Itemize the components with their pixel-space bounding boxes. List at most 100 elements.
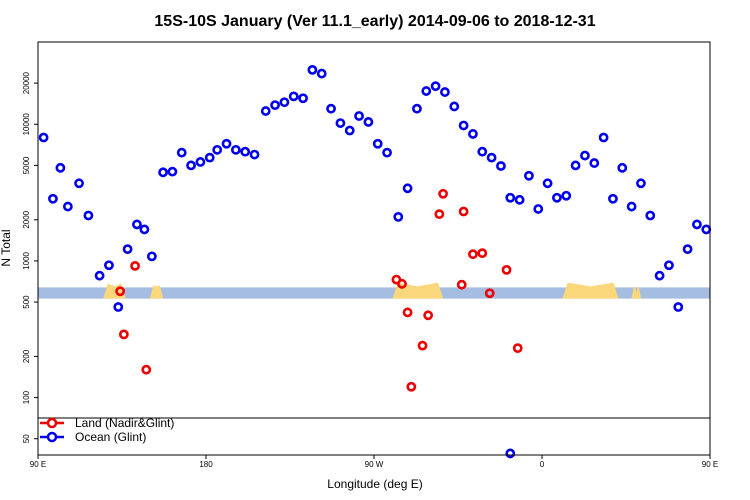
point-ocean-1-48 bbox=[486, 152, 497, 163]
point-ocean-1-36 bbox=[372, 138, 383, 149]
point-ocean-1-68 bbox=[673, 302, 684, 312]
x-tick-label-90: 90 E bbox=[30, 460, 46, 469]
point-land-0-8 bbox=[417, 340, 428, 351]
land-span-3 bbox=[562, 282, 619, 299]
point-ocean-1-51 bbox=[514, 194, 525, 205]
point-ocean-1-28 bbox=[298, 93, 308, 104]
point-ocean-1-33 bbox=[344, 125, 355, 136]
point-ocean-1-31 bbox=[326, 103, 336, 114]
point-ocean-1-10 bbox=[132, 219, 142, 230]
point-land-0-14 bbox=[468, 249, 478, 260]
point-land-0-15 bbox=[477, 248, 488, 259]
point-ocean-1-29 bbox=[307, 64, 318, 75]
y-tick-label-200: 200 bbox=[22, 349, 31, 363]
point-ocean-1-20 bbox=[221, 138, 232, 149]
point-ocean-1-24 bbox=[260, 106, 271, 116]
point-land-0-6 bbox=[402, 307, 413, 318]
point-ocean-1-45 bbox=[458, 120, 469, 131]
land-span-1 bbox=[149, 285, 164, 299]
point-ocean-1-26 bbox=[279, 97, 290, 108]
point-land-0-0 bbox=[115, 286, 126, 297]
point-ocean-1-7 bbox=[104, 260, 114, 271]
point-ocean-1-58 bbox=[580, 150, 590, 161]
point-ocean-1-65 bbox=[645, 210, 656, 221]
point-land-0-3 bbox=[141, 364, 152, 375]
point-ocean-1-32 bbox=[335, 118, 346, 128]
point-ocean-1-13 bbox=[158, 167, 168, 178]
point-ocean-1-50 bbox=[505, 192, 516, 203]
point-ocean-1-61 bbox=[608, 193, 618, 204]
point-ocean-1-15 bbox=[176, 147, 187, 158]
point-ocean-1-52 bbox=[524, 170, 534, 181]
point-ocean-1-41 bbox=[421, 86, 432, 96]
point-ocean-1-18 bbox=[204, 152, 215, 163]
point-land-0-12 bbox=[456, 279, 467, 290]
point-ocean-1-49 bbox=[496, 161, 506, 171]
point-ocean-1-42 bbox=[430, 81, 441, 92]
point-ocean-1-37 bbox=[382, 147, 392, 158]
point-ocean-1-46 bbox=[468, 129, 478, 139]
point-ocean-1-23 bbox=[249, 149, 260, 160]
point-ocean-1-30 bbox=[316, 68, 327, 79]
y-tick-label-2000: 2000 bbox=[22, 210, 31, 228]
y-tick-label-10000: 10000 bbox=[22, 113, 31, 136]
y-axis: 50 100 200 500 1000 2000 5000 10000 20000 bbox=[22, 71, 38, 443]
legend-ocean-marker bbox=[46, 431, 58, 443]
point-ocean-1-5 bbox=[83, 210, 94, 221]
point-ocean-1-34 bbox=[354, 111, 364, 121]
point-ocean-1-53 bbox=[533, 204, 544, 214]
point-land-0-9 bbox=[423, 310, 434, 321]
point-ocean-1-14 bbox=[167, 166, 178, 177]
y-tick-label-100: 100 bbox=[22, 390, 31, 404]
point-ocean-1-40 bbox=[412, 103, 422, 114]
coverage-band bbox=[38, 282, 710, 299]
y-axis-label: N Total bbox=[0, 229, 13, 266]
point-land-0-1 bbox=[118, 329, 129, 340]
point-land-0-17 bbox=[501, 264, 512, 275]
point-ocean-1-59 bbox=[589, 158, 600, 168]
legend-land-marker bbox=[46, 417, 58, 429]
point-ocean-1-16 bbox=[186, 160, 196, 171]
point-ocean-1-55 bbox=[552, 192, 562, 203]
point-ocean-1-6 bbox=[94, 270, 105, 281]
point-ocean-1-25 bbox=[270, 100, 280, 111]
x-axis: 90 E 180 90 W 0 90 E bbox=[30, 455, 718, 469]
point-ocean-1-63 bbox=[626, 201, 637, 212]
point-ocean-1-17 bbox=[195, 157, 206, 167]
point-ocean-1-12 bbox=[146, 251, 157, 262]
point-ocean-2-0 bbox=[505, 448, 516, 459]
legend-ocean-label: Ocean (Glint) bbox=[75, 430, 146, 444]
point-ocean-1-9 bbox=[122, 244, 133, 255]
point-ocean-1-8 bbox=[113, 302, 124, 312]
x-axis-label: Longitude (deg E) bbox=[327, 477, 422, 491]
point-ocean-1-69 bbox=[682, 244, 693, 255]
point-ocean-1-39 bbox=[402, 183, 413, 194]
point-ocean-1-11 bbox=[139, 224, 150, 235]
point-ocean-1-56 bbox=[561, 190, 572, 201]
point-land-0-5 bbox=[397, 278, 407, 289]
point-ocean-1-62 bbox=[617, 162, 628, 173]
point-land-0-18 bbox=[512, 343, 523, 354]
point-ocean-1-21 bbox=[230, 144, 241, 155]
point-ocean-1-54 bbox=[542, 178, 553, 189]
point-land-0-16 bbox=[484, 288, 495, 299]
y-tick-label-5000: 5000 bbox=[22, 156, 31, 174]
y-tick-label-500: 500 bbox=[22, 295, 31, 309]
point-ocean-1-44 bbox=[449, 101, 460, 112]
y-tick-label-50: 50 bbox=[22, 434, 31, 443]
point-ocean-1-64 bbox=[636, 178, 646, 189]
point-ocean-1-0 bbox=[38, 132, 49, 143]
point-land-0-11 bbox=[438, 188, 448, 199]
legend-land-label: Land (Nadir&Glint) bbox=[75, 416, 174, 430]
point-ocean-1-27 bbox=[288, 91, 299, 102]
point-ocean-1-4 bbox=[74, 178, 84, 189]
point-ocean-1-19 bbox=[212, 144, 223, 155]
point-ocean-1-35 bbox=[363, 117, 374, 127]
point-ocean-1-66 bbox=[654, 270, 665, 281]
chart-title: 15S-10S January (Ver 11.1_early) 2014-09… bbox=[154, 13, 595, 30]
point-ocean-1-47 bbox=[477, 146, 488, 157]
x-tick-label-180: 180 bbox=[199, 460, 213, 469]
x-tick-label-450: 90 E bbox=[702, 460, 718, 469]
x-tick-label-360: 0 bbox=[540, 460, 545, 469]
